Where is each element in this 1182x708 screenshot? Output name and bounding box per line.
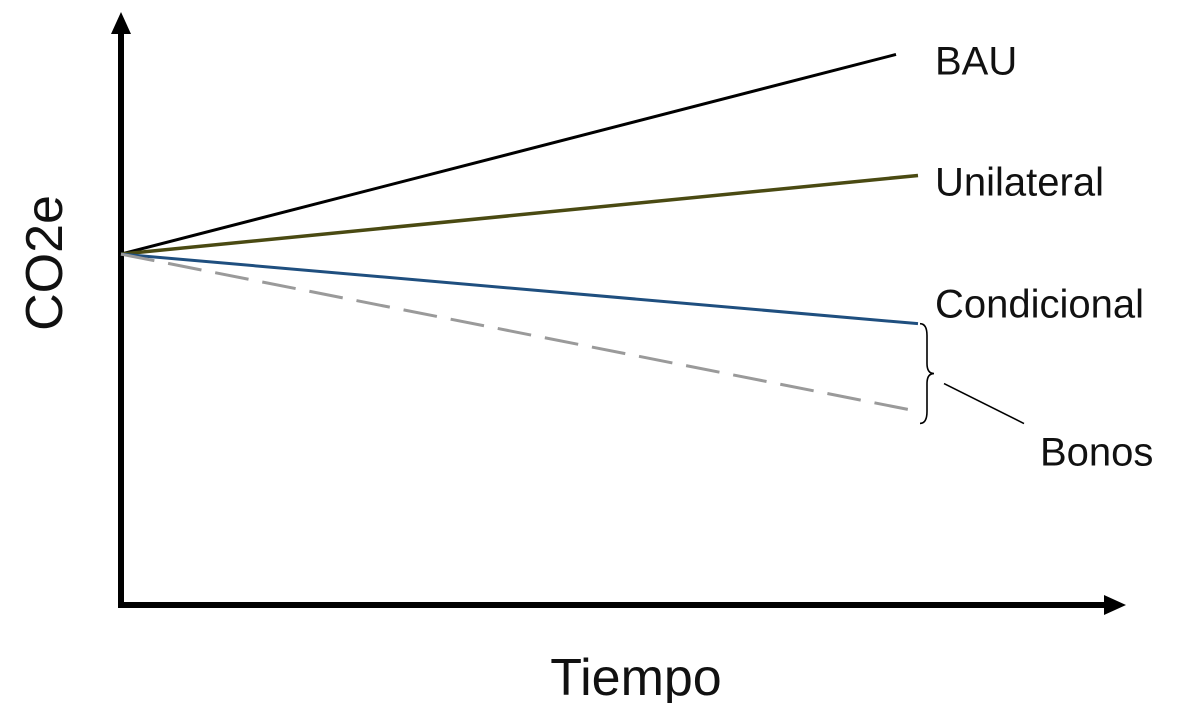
series-line-dashed [120,252,919,413]
series-label-condicional: Condicional [935,283,1144,327]
series-label-unilateral: Unilateral [935,160,1104,204]
bonos-brace [919,322,935,425]
series-line-unilateral [120,173,919,256]
y-axis-label: CO2e [16,195,74,331]
bonos-leader-line [943,382,1025,425]
series-label-layer: BAU Unilateral Condicional [935,39,1144,326]
x-axis-arrowhead [1104,595,1126,615]
series-line-bau [120,52,897,256]
series-layer [120,52,919,413]
series-line-condicional [120,252,919,326]
x-axis-label: Tiempo [550,649,721,703]
series-label-bau: BAU [935,39,1017,83]
y-axis-arrowhead [111,12,131,34]
bonos-annotation-label: Bonos [1040,431,1153,475]
